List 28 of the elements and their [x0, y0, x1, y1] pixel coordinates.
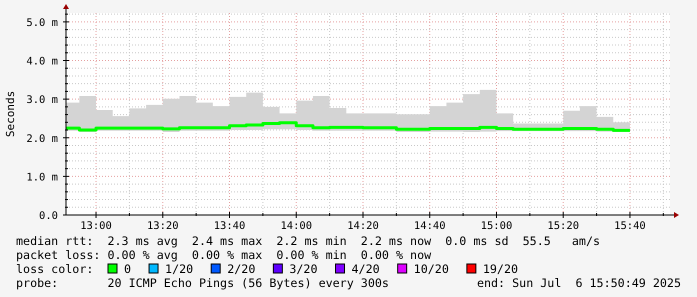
text: packet loss: 0.00 % avg 0.00 % max 0.00 % min 0.00 % now — [16, 248, 432, 262]
legend-title: loss color: — [16, 262, 94, 276]
y-tick-label: 0.0 — [39, 210, 58, 222]
x-tick-label: 14:40 — [414, 220, 446, 232]
x-tick-label: 15:00 — [480, 220, 512, 232]
x-tick-label: 15:20 — [547, 220, 580, 232]
legend-label: 4/20 — [352, 262, 380, 276]
x-tick-label: 15:40 — [614, 220, 646, 232]
x-tick-label: 13:20 — [146, 220, 179, 232]
x-tick-label: 14:00 — [280, 220, 312, 232]
text: end: Sun Jul 6 15:50:49 2025 — [476, 276, 681, 290]
legend-label: 2/20 — [227, 262, 256, 276]
legend-label: 1/20 — [165, 262, 194, 276]
x-tick-label: 13:40 — [214, 220, 246, 232]
legend-label: 19/20 — [482, 262, 518, 276]
legend-label: 10/20 — [414, 262, 449, 276]
x-tick-label: 13:00 — [80, 220, 112, 232]
y-tick-label: 5.0 m — [26, 16, 58, 29]
legend-label: 3/20 — [289, 262, 318, 276]
x-tick-label: 14:20 — [347, 220, 379, 232]
legend-label: 0 — [124, 262, 132, 276]
y-tick-label: 2.0 m — [26, 132, 58, 145]
y-tick-label: 1.0 m — [26, 171, 58, 184]
y-axis-title: Seconds — [4, 90, 17, 138]
text: probe: 20 ICMP Echo Pings (56 Bytes) every 300s — [16, 276, 389, 290]
y-tick-label: 3.0 m — [26, 94, 58, 106]
y-tick-label: 4.0 m — [26, 56, 58, 68]
text: median rtt: 2.3 ms avg 2.4 ms max 2.2 ms min 2.2 ms now 0.0 ms sd 55.5 am/s — [16, 234, 600, 248]
